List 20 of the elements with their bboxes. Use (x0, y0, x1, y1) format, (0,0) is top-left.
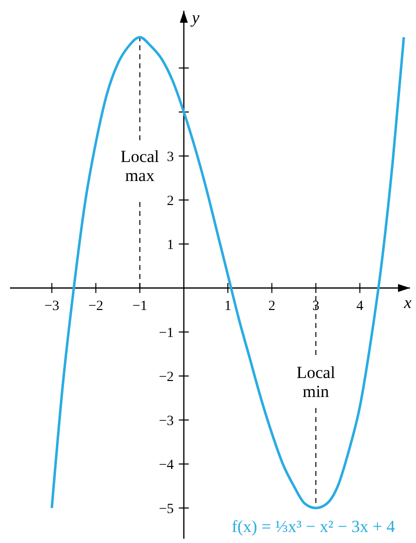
annotation: Local max (120, 147, 160, 186)
x-tick-label: 4 (356, 299, 364, 314)
y-tick-label: −3 (158, 414, 174, 429)
x-tick-label: 1 (224, 299, 232, 314)
annotation: Local min (296, 363, 336, 401)
y-axis-title: y (190, 8, 200, 27)
x-axis-title: x (403, 293, 412, 312)
x-tick-label: −3 (44, 299, 60, 314)
x-tick-label: 3 (312, 299, 320, 314)
y-tick-label: −1 (158, 326, 174, 341)
y-tick-label: −4 (158, 458, 174, 473)
y-tick-label: −2 (158, 370, 174, 385)
series-label: f(x) = ⅓x³ − x² − 3x + 4 (232, 517, 396, 536)
y-tick-label: 1 (166, 238, 174, 253)
y-tick-label: 2 (166, 194, 174, 209)
x-tick-label: −2 (88, 299, 104, 314)
y-tick-label: −5 (158, 502, 174, 517)
x-tick-label: −1 (132, 299, 148, 314)
y-tick-label: 3 (166, 150, 174, 165)
x-tick-label: 2 (268, 299, 276, 314)
